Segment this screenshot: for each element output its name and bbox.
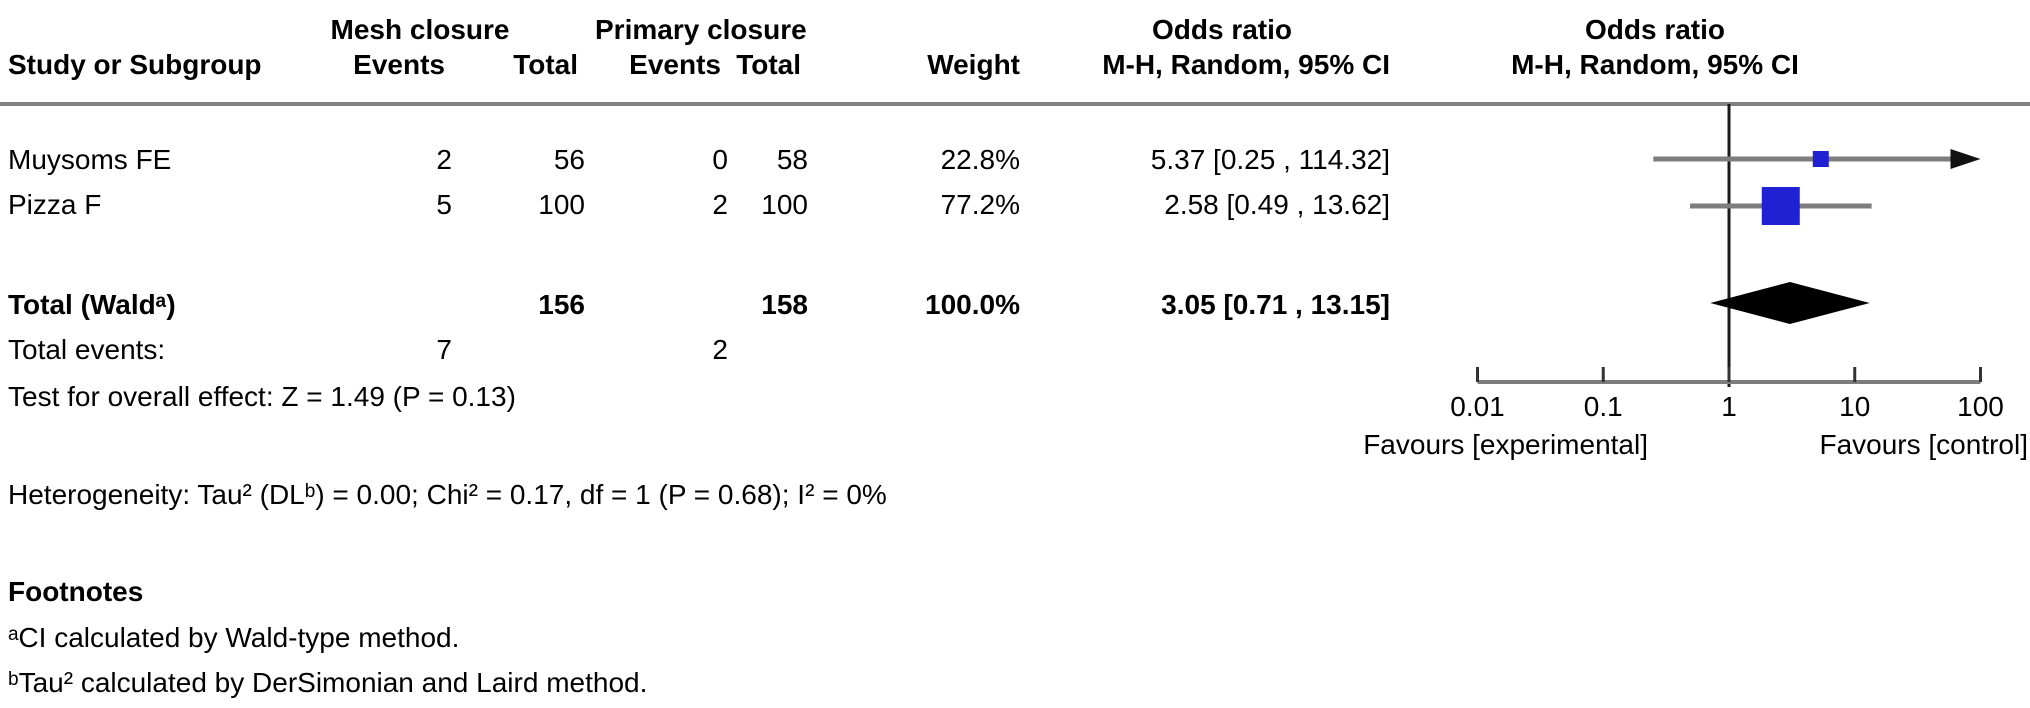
total-primary-total: 158 — [761, 289, 808, 320]
x-axis-tick-label: 10 — [1839, 391, 1871, 422]
weight-value: 77.2% — [940, 189, 1020, 220]
total-or-ci: 3.05 [0.71 , 13.15] — [1161, 289, 1390, 320]
total-events-label: Total events: — [8, 334, 166, 365]
column-header-study: Study or Subgroup — [8, 49, 262, 80]
column-group-odds-ratio-left: Odds ratio — [1151, 14, 1292, 45]
or-ci-value: 5.37 [0.25 , 114.32] — [1150, 144, 1390, 175]
total-weight: 100.0% — [925, 289, 1020, 320]
column-header-primary-total: Total — [736, 49, 801, 80]
total-events-primary: 2 — [712, 334, 728, 365]
column-header-mh-ci-left: M-H, Random, 95% CI — [1102, 49, 1390, 80]
footnote-b: ᵇTau² calculated by DerSimonian and Lair… — [8, 667, 648, 698]
favours-left-label: Favours [experimental] — [1363, 429, 1648, 460]
column-header-mesh-total: Total — [513, 49, 578, 80]
footnote-a: ᵃCI calculated by Wald-type method. — [8, 622, 460, 653]
column-group-mesh-closure: Mesh closure — [330, 14, 510, 45]
mesh-total-value: 100 — [538, 189, 585, 220]
weight-value: 22.8% — [940, 144, 1020, 175]
heterogeneity-stats: Heterogeneity: Tau² (DLᵇ) = 0.00; Chi² =… — [8, 479, 887, 510]
column-header-weight: Weight — [927, 49, 1020, 80]
x-axis-tick-label: 0.01 — [1450, 391, 1505, 422]
column-group-primary-closure: Primary closure — [595, 14, 807, 45]
column-header-mh-ci-right: M-H, Random, 95% CI — [1511, 49, 1799, 80]
effect-square — [1761, 187, 1800, 225]
primary-total-value: 58 — [776, 144, 808, 175]
column-header-mesh-events: Events — [353, 49, 445, 80]
overall-effect-test: Test for overall effect: Z = 1.49 (P = 0… — [8, 381, 516, 412]
primary-events-value: 2 — [712, 189, 728, 220]
total-diamond — [1710, 282, 1870, 324]
x-axis-tick-label: 0.1 — [1583, 391, 1623, 422]
total-events-mesh: 7 — [436, 334, 452, 365]
column-header-primary-events: Events — [629, 49, 721, 80]
mesh-events-value: 2 — [436, 144, 452, 175]
effect-square — [1812, 151, 1829, 167]
favours-right-label: Favours [control] — [1819, 429, 2028, 460]
primary-events-value: 0 — [712, 144, 728, 175]
x-axis-tick-label: 100 — [1957, 391, 2004, 422]
total-mesh-total: 156 — [538, 289, 585, 320]
study-name: Pizza F — [8, 189, 102, 220]
study-name: Muysoms FE — [8, 144, 172, 175]
mesh-total-value: 56 — [553, 144, 585, 175]
or-ci-value: 2.58 [0.49 , 13.62] — [1164, 189, 1390, 220]
x-axis-tick-label: 1 — [1721, 391, 1737, 422]
header-divider-rule — [0, 102, 2030, 106]
mesh-events-value: 5 — [436, 189, 452, 220]
column-group-odds-ratio-right: Odds ratio — [1584, 14, 1725, 45]
total-label: Total (Waldᵃ) — [8, 289, 176, 320]
ci-arrow-right-icon — [1950, 149, 1981, 169]
primary-total-value: 100 — [761, 189, 808, 220]
footnotes-heading: Footnotes — [8, 576, 144, 607]
